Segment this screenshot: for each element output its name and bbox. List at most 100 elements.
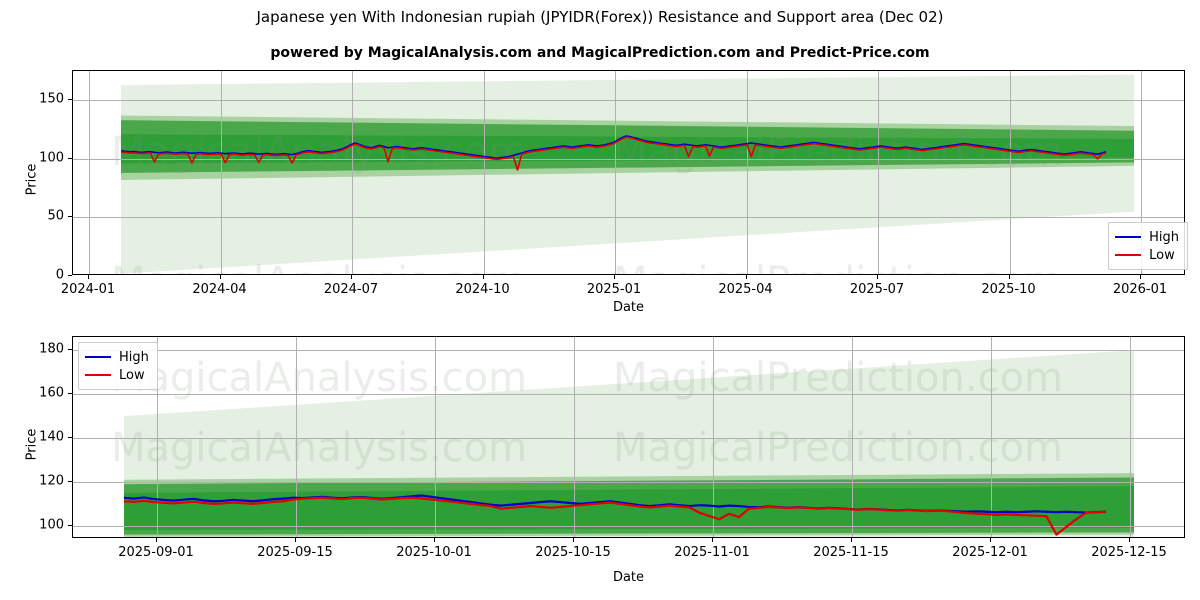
overview-x-tick-label: 2024-04 bbox=[192, 282, 247, 297]
overview-x-axis-label: Date bbox=[612, 300, 645, 315]
overview-x-tick-label: 2025-01 bbox=[586, 282, 642, 297]
detail-x-tick-label: 2025-09-15 bbox=[257, 545, 333, 560]
detail-x-tick-mark bbox=[851, 538, 852, 542]
detail-gridline-h bbox=[73, 394, 1184, 396]
detail-y-tick-mark bbox=[68, 393, 72, 395]
overview-series-layer bbox=[120, 135, 1107, 171]
detail-y-tick-mark bbox=[68, 480, 72, 482]
overview-gridline-v bbox=[878, 71, 879, 274]
detail-x-tick-label: 2025-11-15 bbox=[813, 545, 889, 560]
overview-line-high bbox=[120, 135, 1107, 160]
detail-x-axis-label: Date bbox=[612, 570, 645, 585]
legend-line-swatch-high-icon bbox=[85, 356, 111, 358]
overview-gridline-v bbox=[352, 71, 353, 274]
detail-x-tick-label: 2025-12-15 bbox=[1091, 545, 1167, 560]
overview-y-tick-label: 0 bbox=[55, 267, 64, 283]
overview-gridline-h bbox=[73, 217, 1184, 219]
overview-y-tick-mark bbox=[68, 157, 72, 159]
detail-legend-label: Low bbox=[119, 367, 145, 383]
overview-x-tick-label: 2025-10 bbox=[981, 282, 1036, 297]
detail-gridline-v bbox=[852, 337, 853, 537]
detail-gridline-v bbox=[713, 337, 714, 537]
overview-x-tick-label: 2024-07 bbox=[323, 282, 379, 297]
detail-gridline-h bbox=[73, 438, 1184, 439]
detail-y-tick-label: 180 bbox=[39, 341, 64, 357]
overview-y-tick-label: 100 bbox=[39, 150, 64, 166]
overview-x-tick-label: 2025-07 bbox=[849, 282, 905, 297]
overview-gridline-v bbox=[1141, 71, 1142, 274]
detail-x-tick-label: 2025-11-01 bbox=[674, 545, 750, 560]
overview-plot-clip: MagicalAnalysis.comMagicalPrediction.com… bbox=[73, 71, 1184, 274]
detail-y-tick-label: 140 bbox=[39, 429, 64, 445]
detail-gridline-v bbox=[157, 337, 158, 537]
overview-plot-area: MagicalAnalysis.comMagicalPrediction.com… bbox=[72, 70, 1185, 275]
detail-x-tick-mark bbox=[1129, 538, 1130, 542]
overview-x-tick-mark bbox=[219, 275, 221, 279]
overview-gridline-v bbox=[483, 71, 485, 274]
overview-x-tick-mark bbox=[482, 275, 484, 279]
detail-x-tick-mark bbox=[156, 538, 157, 542]
detail-x-tick-label: 2025-12-01 bbox=[952, 545, 1028, 560]
overview-gridline-v bbox=[89, 71, 90, 274]
overview-x-tick-label: 2024-10 bbox=[455, 282, 510, 297]
overview-legend-item-high[interactable]: High bbox=[1115, 228, 1179, 246]
detail-x-tick-label: 2025-10-15 bbox=[535, 545, 611, 560]
detail-chart-panel: MagicalAnalysis.comMagicalPrediction.com… bbox=[72, 336, 1185, 538]
detail-gridline-h bbox=[73, 350, 1184, 352]
legend-line-swatch-low-icon bbox=[1115, 254, 1142, 256]
detail-x-tick-label: 2025-10-01 bbox=[396, 545, 472, 560]
overview-x-tick-label: 2026-01 bbox=[1112, 282, 1168, 297]
overview-legend-label: Low bbox=[1149, 247, 1175, 263]
detail-legend-item-high[interactable]: High bbox=[85, 348, 149, 366]
detail-series-layer bbox=[123, 494, 1107, 536]
overview-y-axis-label: Price bbox=[24, 163, 40, 196]
overview-x-tick-mark bbox=[877, 275, 878, 279]
detail-x-tick-mark bbox=[990, 538, 991, 542]
detail-legend-item-low[interactable]: Low bbox=[85, 366, 149, 384]
overview-line-low bbox=[120, 136, 1107, 171]
overview-x-tick-mark bbox=[1008, 275, 1010, 279]
overview-band-core-band bbox=[121, 134, 1134, 164]
overview-gridline-v bbox=[1009, 71, 1011, 274]
detail-y-tick-mark bbox=[68, 349, 72, 351]
overview-x-tick-label: 2024-01 bbox=[60, 282, 116, 297]
overview-x-tick-mark bbox=[745, 275, 747, 279]
overview-y-tick-mark bbox=[68, 99, 72, 101]
detail-x-tick-mark bbox=[712, 538, 713, 542]
overview-y-tick-mark bbox=[68, 275, 72, 276]
legend-line-swatch-low-icon bbox=[85, 374, 111, 376]
overview-legend-item-low[interactable]: Low bbox=[1115, 246, 1179, 264]
overview-x-tick-mark bbox=[614, 275, 615, 279]
overview-legend[interactable]: High Low bbox=[1108, 222, 1188, 270]
detail-gridline-h bbox=[73, 525, 1184, 527]
detail-legend[interactable]: High Low bbox=[78, 342, 158, 390]
detail-gridline-v bbox=[296, 337, 297, 537]
overview-gridline-h bbox=[73, 100, 1184, 102]
detail-x-tick-label: 2025-09-01 bbox=[118, 545, 194, 560]
detail-gridline-v bbox=[991, 337, 992, 537]
detail-y-tick-label: 120 bbox=[39, 473, 64, 489]
detail-gridline-h bbox=[73, 481, 1184, 483]
detail-gridline-v bbox=[435, 337, 436, 537]
page-title: Japanese yen With Indonesian rupiah (JPY… bbox=[256, 8, 944, 26]
overview-y-tick-mark bbox=[68, 216, 72, 218]
detail-y-tick-label: 160 bbox=[39, 385, 64, 401]
page-subtitle: powered by MagicalAnalysis.com and Magic… bbox=[270, 45, 930, 61]
detail-gridline-v bbox=[1130, 337, 1131, 537]
overview-y-tick-label: 50 bbox=[47, 208, 64, 224]
legend-line-swatch-high-icon bbox=[1115, 236, 1142, 238]
detail-plot-area: MagicalAnalysis.comMagicalPrediction.com… bbox=[72, 336, 1185, 538]
detail-y-tick-mark bbox=[68, 437, 72, 438]
detail-y-axis-label: Price bbox=[24, 428, 40, 461]
detail-x-tick-mark bbox=[434, 538, 435, 542]
detail-x-tick-mark bbox=[573, 538, 574, 542]
overview-legend-label: High bbox=[1149, 229, 1179, 245]
overview-gridline-h bbox=[73, 158, 1184, 160]
detail-legend-label: High bbox=[119, 349, 149, 365]
overview-y-tick-label: 150 bbox=[39, 91, 64, 107]
detail-y-tick-mark bbox=[68, 524, 72, 526]
overview-x-tick-mark bbox=[1140, 275, 1141, 279]
detail-plot-clip: MagicalAnalysis.comMagicalPrediction.com… bbox=[73, 337, 1184, 537]
overview-gridline-v bbox=[746, 71, 748, 274]
